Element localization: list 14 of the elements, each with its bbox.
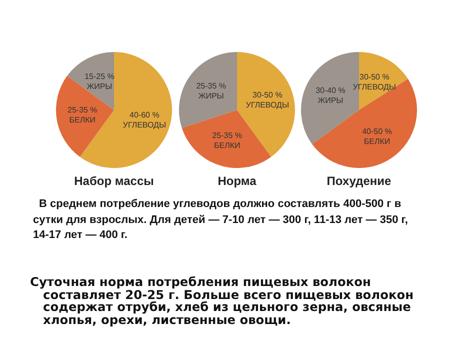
text: Норма bbox=[218, 174, 257, 188]
slice-label: 25-35 % БЕЛКИ bbox=[67, 106, 98, 125]
text: Набор массы bbox=[74, 174, 154, 188]
text: Похудение bbox=[326, 174, 392, 188]
slice-label: 30-50 % УГЛЕВОДЫ bbox=[352, 72, 396, 92]
slice-label: 25-35 % БЕЛКИ bbox=[212, 130, 242, 150]
slice-label: 25-35 % ЖИРЫ bbox=[196, 82, 226, 101]
text: В среднем потребление углеводов должно составлять 400-500 г в сутки для взрослых. Для детей — 7-10 лет — 300 г, 11-13 лет — 350 г, 14-17 лет — 400 г. bbox=[33, 197, 409, 243]
slice-label: 15-25 % ЖИРЫ bbox=[84, 72, 114, 91]
slice-label: 30-50 % УГЛЕВОДЫ bbox=[246, 90, 290, 110]
slice-label: 40-50 % БЕЛКИ bbox=[362, 126, 392, 146]
text: Суточная норма потребления пищевых волокон составляет 20-25 г. Больше всего пищевых волокон содержат отруби, хлеб из цельного зерна, овсяные хлопья, орехи, лиственные овощи. bbox=[30, 275, 415, 327]
slice-label: 40-60 % УГЛЕВОДЫ bbox=[122, 110, 166, 130]
slice-label: 30-40 % ЖИРЫ bbox=[316, 86, 346, 105]
